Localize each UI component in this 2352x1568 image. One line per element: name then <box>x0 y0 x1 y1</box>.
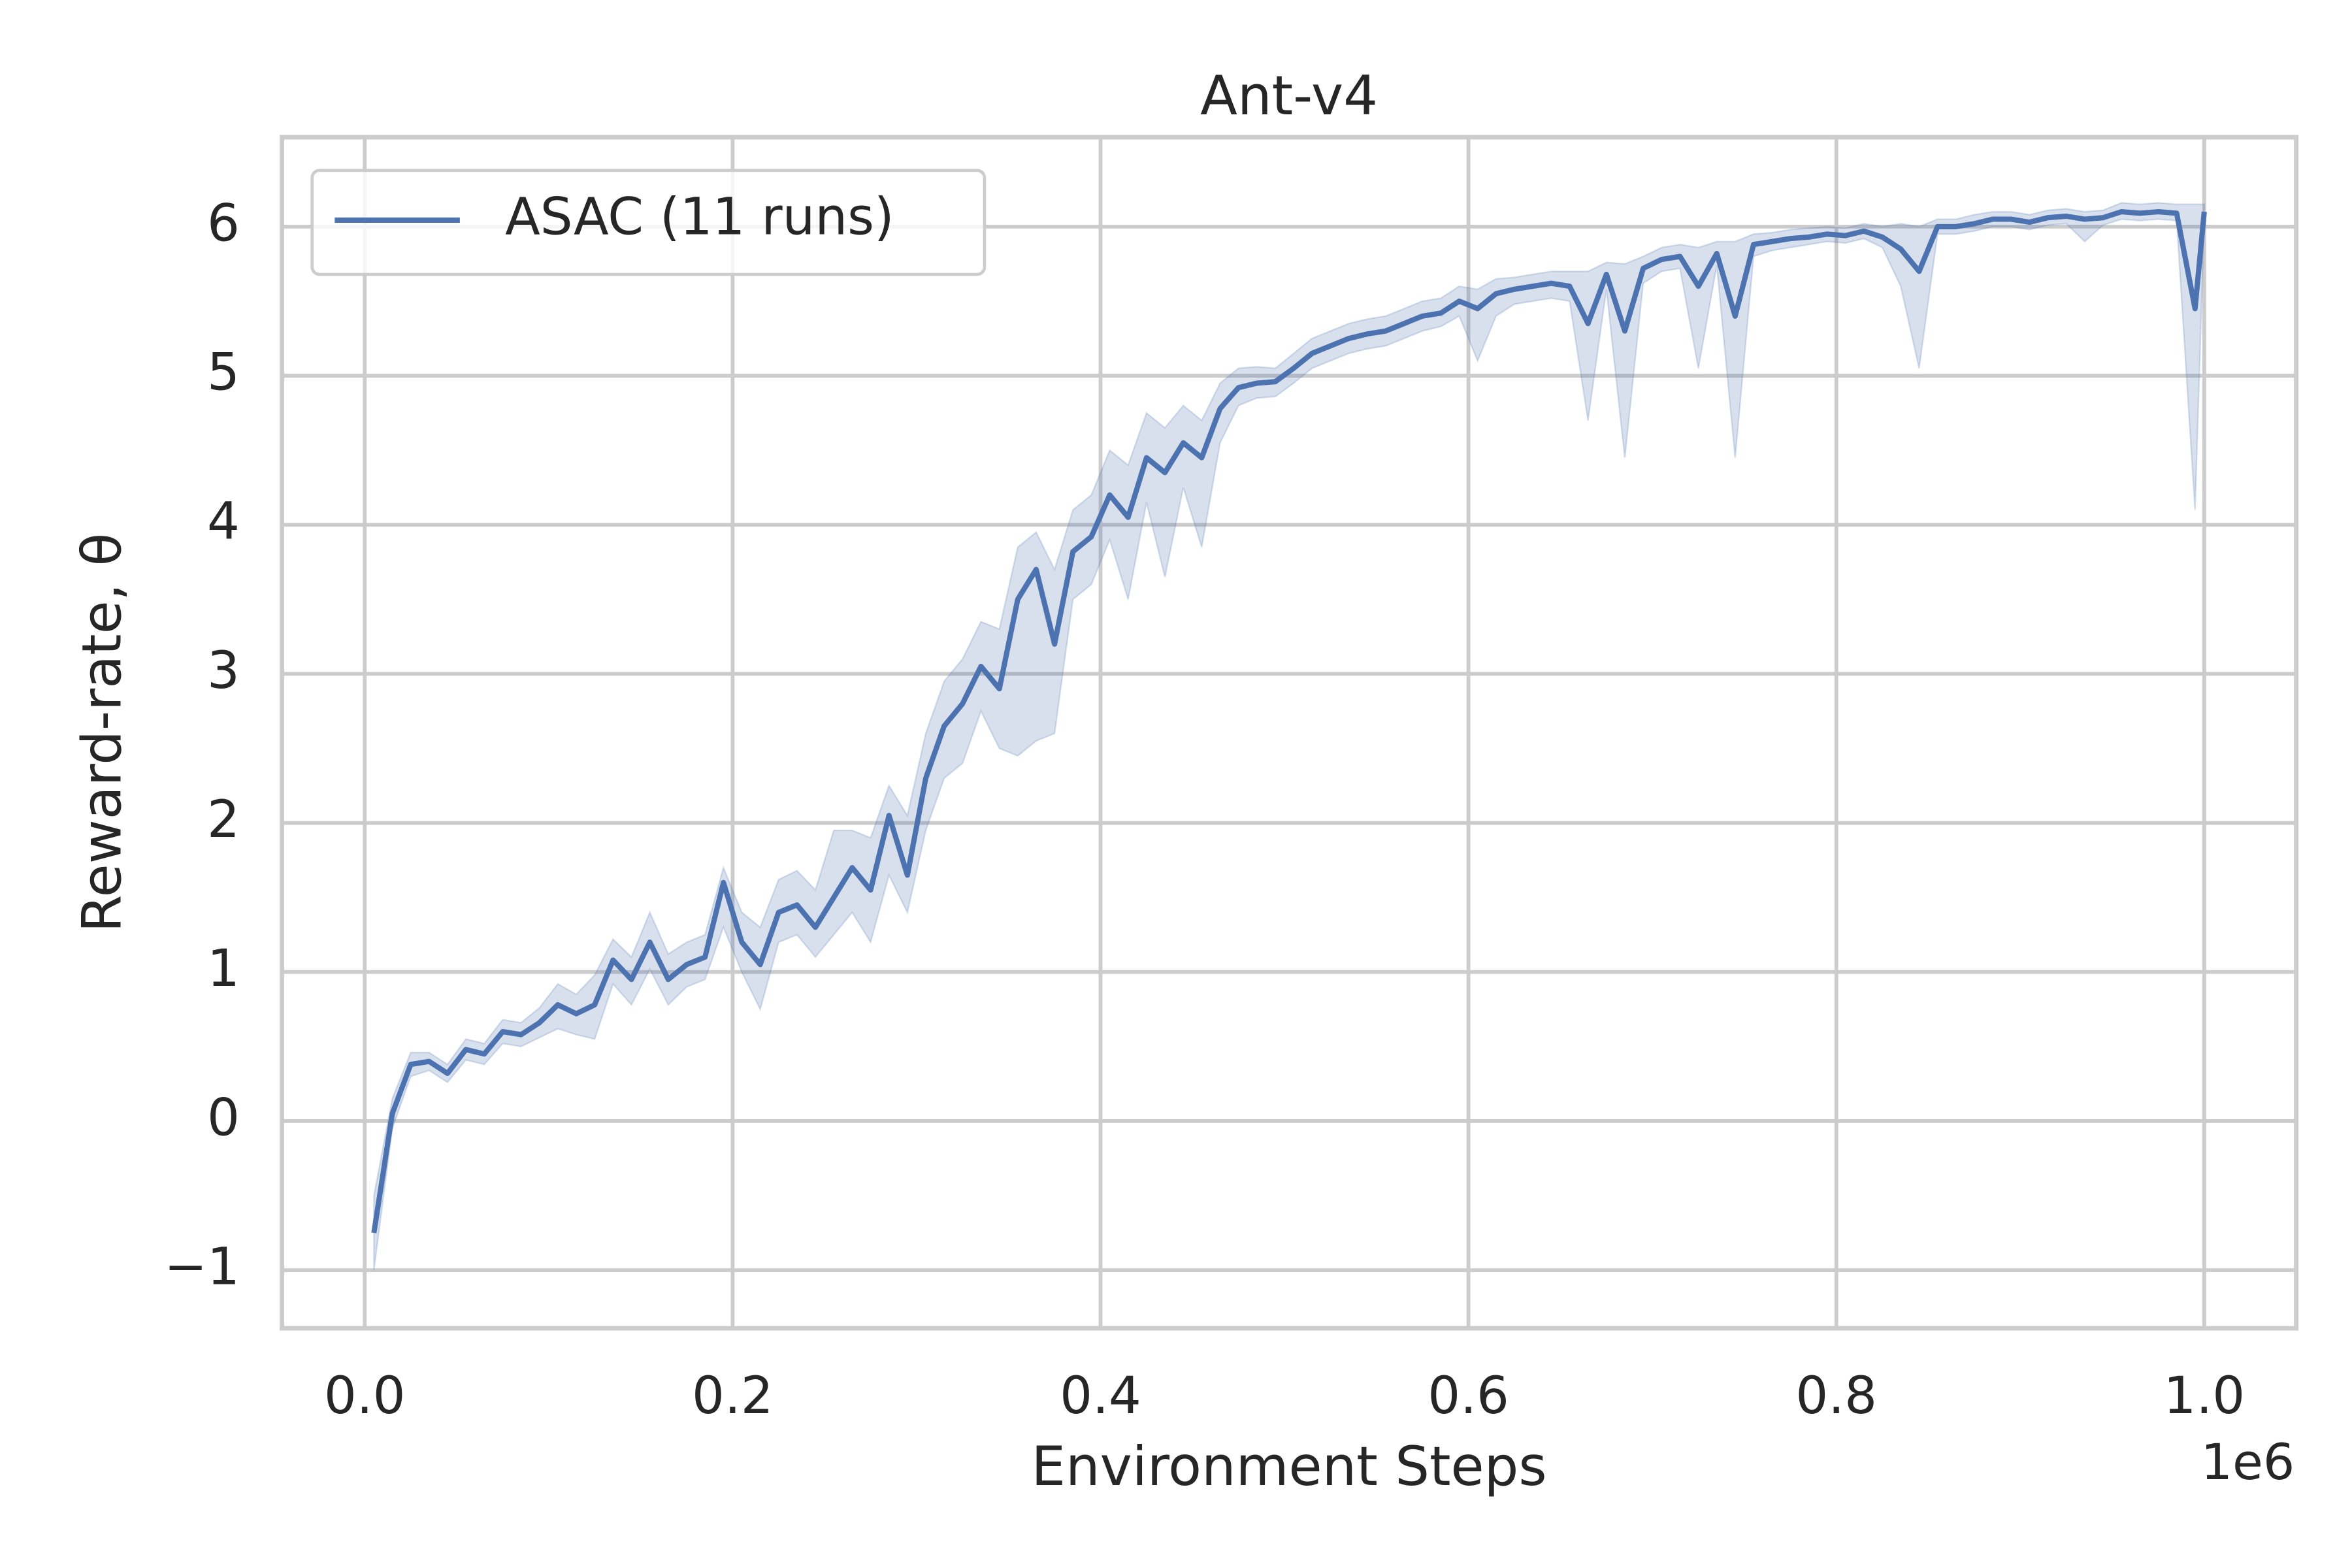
chart-title: Ant-v4 <box>1200 64 1378 127</box>
x-axis-label: Environment Steps <box>1031 1435 1546 1498</box>
x-tick-label: 0.2 <box>692 1365 774 1426</box>
line <box>371 209 2207 1233</box>
x-tick-label: 0.8 <box>1795 1365 1877 1426</box>
x-tick-label: 0.4 <box>1060 1365 1141 1426</box>
x-tick-label: 0.0 <box>324 1365 406 1426</box>
y-axis-label: Reward-rate, θ <box>70 533 133 933</box>
x-tick-label: 0.6 <box>1428 1365 1509 1426</box>
x-offset-label: 1e6 <box>2201 1433 2295 1491</box>
y-tick-label: −1 <box>164 1237 240 1297</box>
y-tick-label: 0 <box>207 1087 240 1147</box>
x-tick-label: 1.0 <box>2163 1365 2245 1426</box>
y-tick-label: 3 <box>207 640 240 700</box>
y-tick-label: 2 <box>207 789 240 849</box>
y-tick-label: 6 <box>207 193 240 253</box>
legend-label: ASAC (11 runs) <box>505 186 894 246</box>
y-tick-label: 5 <box>207 342 240 402</box>
legend-box <box>310 169 987 276</box>
y-tick-label: 1 <box>207 938 240 998</box>
y-tick-label: 4 <box>207 491 240 551</box>
plot-border <box>280 135 2299 1331</box>
